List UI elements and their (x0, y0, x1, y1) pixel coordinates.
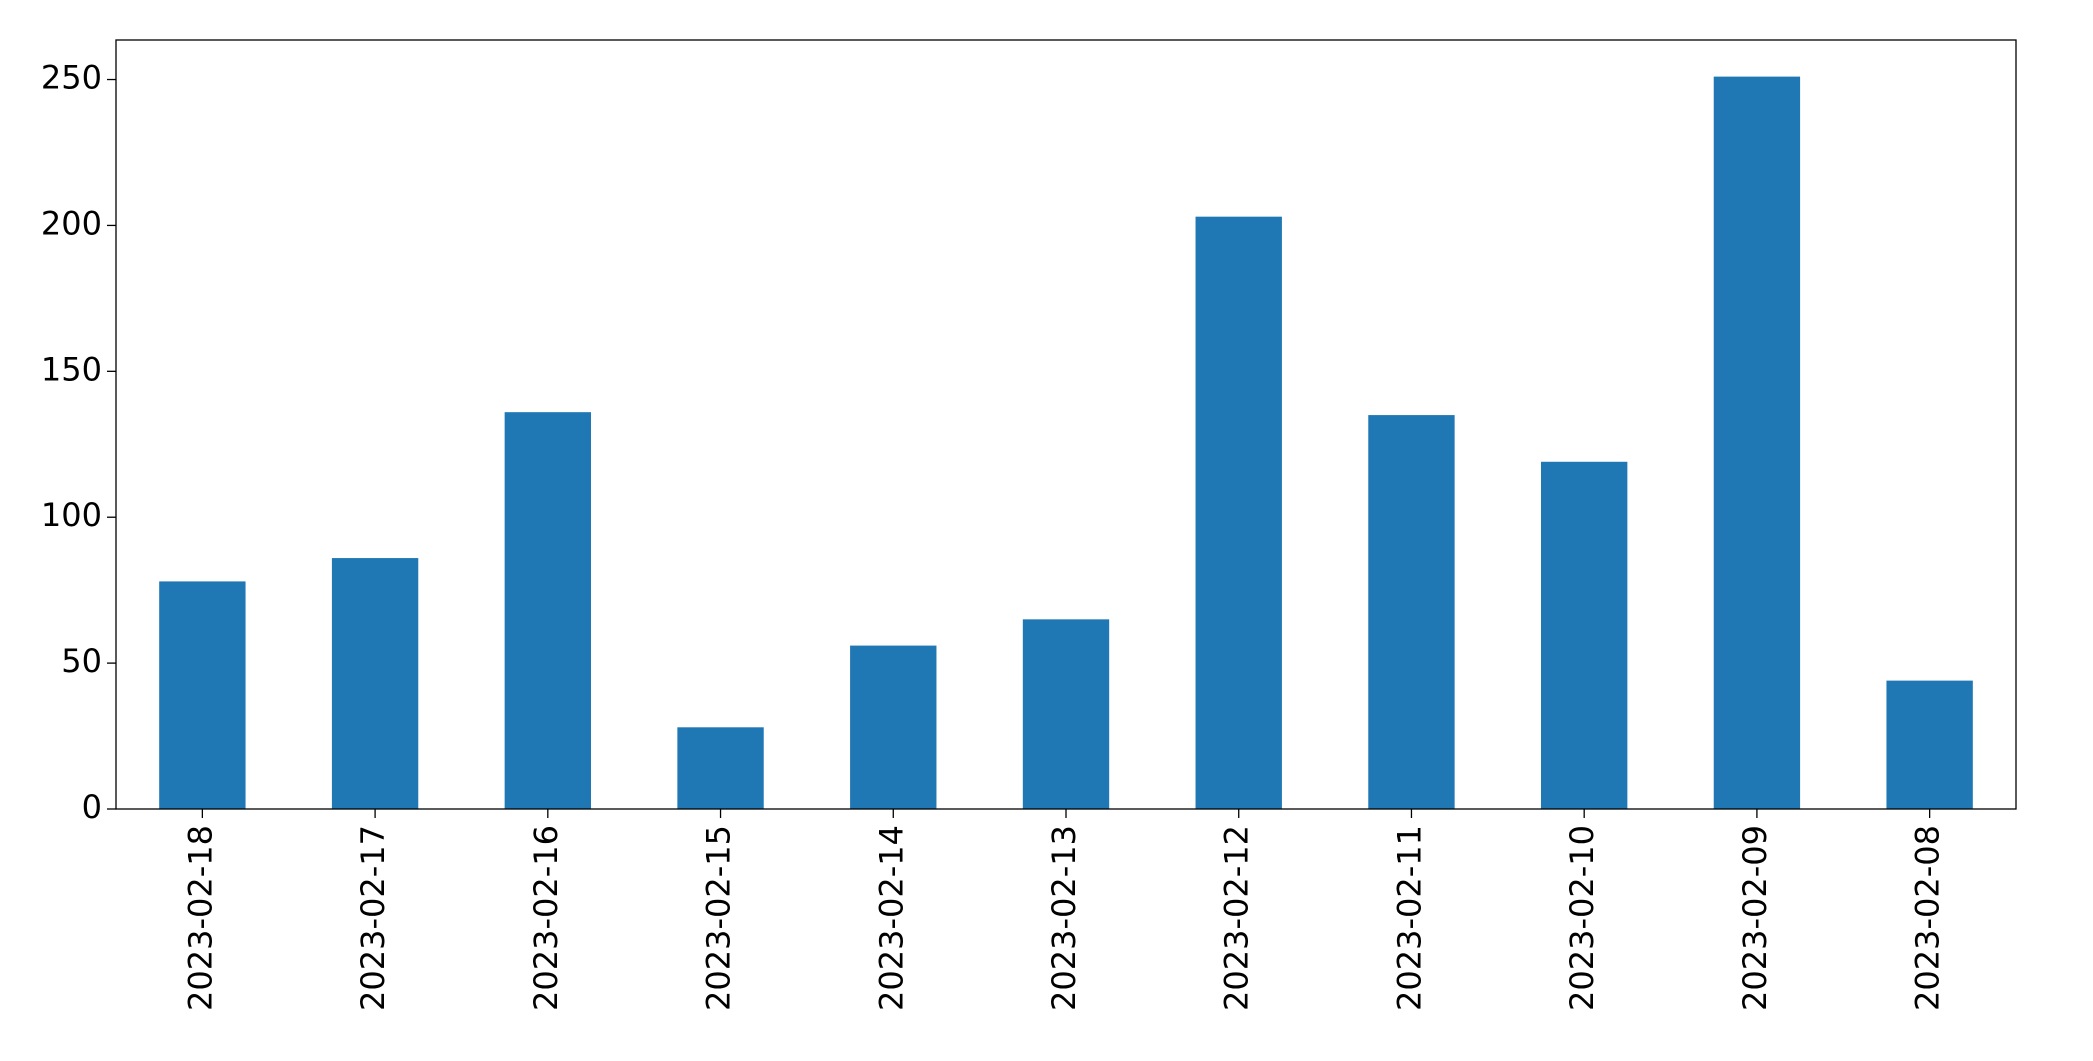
x-tick-label: 2023-02-09 (1736, 825, 1774, 1011)
y-tick-label: 50 (61, 642, 102, 680)
x-tick-label: 2023-02-12 (1218, 825, 1256, 1011)
x-tick-label: 2023-02-13 (1045, 825, 1083, 1011)
bar (504, 412, 591, 809)
x-tick-label: 2023-02-18 (181, 825, 219, 1011)
x-tick-label: 2023-02-17 (354, 825, 392, 1011)
x-tick-label: 2023-02-10 (1563, 825, 1601, 1011)
y-tick-label: 100 (41, 496, 102, 534)
bar (1713, 76, 1801, 810)
x-tick-label: 2023-02-16 (527, 825, 565, 1011)
y-tick-label: 150 (41, 350, 102, 388)
x-tick-label: 2023-02-11 (1390, 825, 1428, 1011)
bar (677, 727, 764, 809)
x-tick-label: 2023-02-14 (872, 825, 910, 1011)
bar (1886, 680, 1973, 809)
bar (850, 645, 937, 809)
x-tick-label: 2023-02-15 (700, 825, 738, 1011)
bar (1195, 216, 1282, 809)
bar (159, 581, 246, 809)
y-tick-label: 200 (41, 204, 102, 242)
bar (1541, 461, 1628, 809)
bar (331, 558, 419, 809)
plot-frame (115, 39, 2017, 810)
bar (1022, 619, 1110, 809)
y-tick-label: 0 (82, 788, 102, 826)
x-tick-label: 2023-02-08 (1909, 825, 1947, 1011)
y-tick-label: 250 (41, 59, 102, 97)
bar (1368, 415, 1455, 809)
